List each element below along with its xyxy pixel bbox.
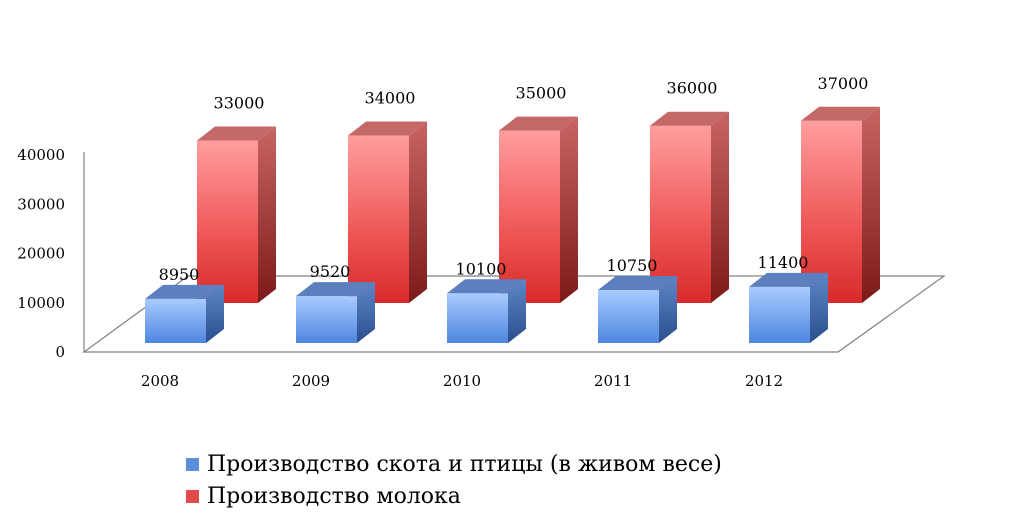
- data-label-milk: 37000: [818, 74, 869, 93]
- bar-milk-side: [409, 121, 427, 303]
- bar-milk-front: [801, 120, 862, 304]
- y-tick-label: 0: [55, 343, 65, 361]
- bar-livestock-top: [296, 282, 375, 297]
- bar-livestock: [749, 272, 828, 343]
- bar-milk: [650, 111, 729, 303]
- bar-livestock-top: [598, 276, 677, 291]
- bar-milk-top: [348, 121, 427, 136]
- bar-milk-front: [499, 130, 560, 303]
- legend-swatch-livestock: [186, 457, 199, 471]
- legend-item-milk: Производство молока: [186, 480, 722, 512]
- bar-milk-top: [650, 111, 729, 126]
- bar-milk: [499, 116, 578, 303]
- y-tick-label: 30000: [17, 195, 65, 213]
- x-tick-label: 2008: [141, 372, 179, 390]
- bar-livestock: [447, 279, 526, 343]
- bar-milk-front: [348, 135, 409, 303]
- bar-livestock-side: [508, 279, 526, 343]
- bar-livestock: [145, 284, 224, 343]
- data-label-livestock: 11400: [758, 253, 809, 272]
- bar-livestock-side: [659, 276, 677, 343]
- bar-milk-top: [197, 126, 276, 141]
- bar-livestock-side: [357, 282, 375, 343]
- data-label-livestock: 10750: [607, 256, 658, 275]
- legend-item-livestock: Производство скота и птицы (в живом весе…: [186, 448, 722, 480]
- data-label-milk: 36000: [667, 79, 718, 98]
- bar-livestock-front: [598, 290, 659, 343]
- bar-livestock-front: [447, 293, 508, 343]
- chart-bars: [145, 106, 880, 343]
- legend-label-livestock: Производство скота и птицы (в живом весе…: [207, 451, 722, 477]
- y-tick-label: 40000: [17, 146, 65, 164]
- bar-livestock: [598, 276, 677, 343]
- bar-milk-side: [862, 106, 880, 304]
- bar-livestock-front: [296, 296, 357, 343]
- chart-axes: 0 10000 20000 30000 40000 2008 2009 2010 2011 201…: [17, 146, 946, 390]
- bar-livestock-top: [749, 272, 828, 287]
- bar-livestock-top: [447, 279, 526, 294]
- bar-livestock-side: [810, 272, 828, 343]
- bar-milk-top: [499, 116, 578, 131]
- bar-livestock: [296, 282, 375, 343]
- bar-milk-side: [711, 111, 729, 303]
- data-label-livestock: 10100: [456, 259, 507, 278]
- bar-livestock-top: [145, 284, 224, 299]
- legend: Производство скота и птицы (в живом весе…: [186, 448, 722, 512]
- x-tick-label: 2010: [443, 372, 481, 390]
- x-tick-label: 2011: [594, 372, 632, 390]
- data-label-milk: 34000: [365, 89, 416, 108]
- bar-livestock-front: [145, 298, 206, 343]
- data-label-milk: 33000: [214, 93, 265, 112]
- data-label-livestock: 8950: [159, 265, 200, 284]
- bar-milk: [197, 126, 276, 303]
- bar-milk-front: [650, 125, 711, 303]
- bar-livestock-front: [749, 286, 810, 343]
- x-tick-label: 2009: [292, 372, 330, 390]
- chart-labels: 33000 34000 35000 36000 37000 8950 9520 10100 10…: [159, 74, 869, 284]
- bar-milk: [348, 121, 427, 303]
- y-tick-label: 20000: [17, 245, 65, 263]
- y-tick-label: 10000: [17, 294, 65, 312]
- x-tick-label: 2012: [745, 372, 783, 390]
- bar-milk: [801, 106, 880, 304]
- data-label-livestock: 9520: [310, 262, 351, 281]
- data-label-milk: 35000: [516, 84, 567, 103]
- bar-milk-side: [258, 126, 276, 303]
- legend-swatch-milk: [186, 489, 199, 503]
- bar-milk-side: [560, 116, 578, 303]
- bar-milk-front: [197, 140, 258, 303]
- legend-label-milk: Производство молока: [207, 483, 461, 509]
- bar-livestock-side: [206, 284, 224, 343]
- bar-milk-top: [801, 106, 880, 121]
